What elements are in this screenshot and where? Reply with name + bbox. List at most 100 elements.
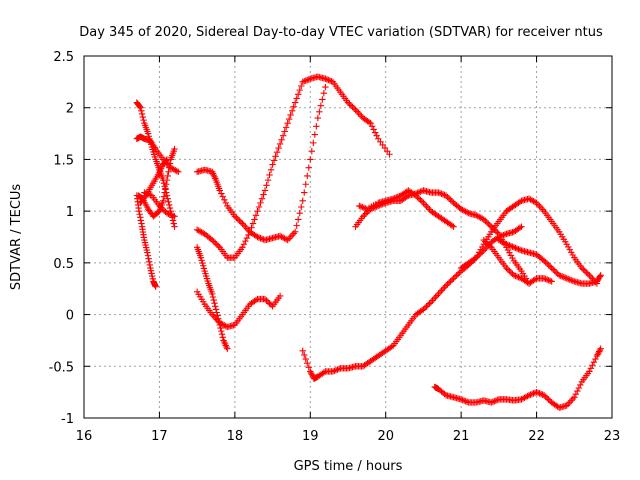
series-s7 bbox=[193, 83, 329, 244]
data-point bbox=[328, 78, 335, 85]
series-s14 bbox=[457, 195, 601, 287]
data-point bbox=[560, 273, 567, 281]
data-point bbox=[353, 108, 361, 115]
data-point bbox=[494, 229, 501, 236]
x-tick-label: 21 bbox=[453, 429, 470, 444]
data-point bbox=[135, 207, 143, 215]
data-point bbox=[367, 120, 374, 127]
data-point bbox=[293, 222, 300, 229]
x-tick-labels: 16 17 18 19 20 21 22 23 bbox=[76, 429, 621, 444]
data-point bbox=[282, 124, 290, 131]
data-point bbox=[301, 78, 308, 85]
data-point bbox=[356, 111, 364, 118]
data-point bbox=[322, 83, 329, 91]
x-tick-label: 17 bbox=[151, 429, 168, 444]
data-point bbox=[236, 217, 243, 224]
data-point bbox=[563, 241, 570, 248]
data-point bbox=[480, 236, 487, 244]
data-point bbox=[307, 156, 314, 163]
data-point bbox=[524, 392, 531, 400]
data-point bbox=[149, 275, 156, 282]
data-point bbox=[542, 259, 549, 266]
data-point bbox=[420, 199, 427, 207]
data-point bbox=[267, 301, 275, 309]
series-s8 bbox=[193, 73, 393, 261]
data-point bbox=[207, 235, 214, 243]
data-point bbox=[347, 102, 355, 109]
data-point bbox=[160, 193, 168, 200]
data-point bbox=[368, 123, 376, 130]
data-point bbox=[165, 168, 172, 176]
data-point bbox=[503, 264, 510, 272]
data-point bbox=[140, 116, 147, 124]
data-point bbox=[580, 266, 587, 273]
data-point bbox=[540, 275, 548, 282]
data-point bbox=[213, 309, 220, 316]
data-point bbox=[243, 225, 251, 232]
data-point bbox=[355, 109, 362, 117]
data-point bbox=[242, 237, 249, 245]
data-point bbox=[453, 272, 460, 279]
data-point bbox=[270, 157, 278, 164]
data-point bbox=[510, 244, 518, 251]
data-point bbox=[509, 254, 516, 262]
data-point bbox=[527, 391, 534, 398]
data-point bbox=[166, 160, 174, 167]
data-point bbox=[473, 254, 480, 261]
data-point bbox=[298, 82, 305, 90]
data-point bbox=[587, 365, 595, 372]
data-point bbox=[568, 277, 575, 284]
data-point bbox=[507, 242, 515, 250]
data-point bbox=[433, 292, 441, 299]
data-point bbox=[439, 191, 447, 198]
data-point bbox=[566, 399, 573, 406]
data-point bbox=[486, 222, 494, 229]
data-point bbox=[293, 95, 300, 102]
data-point bbox=[284, 120, 291, 127]
data-point bbox=[166, 201, 173, 209]
data-point bbox=[359, 204, 366, 211]
data-point bbox=[498, 232, 506, 239]
data-point bbox=[320, 369, 328, 376]
data-point bbox=[438, 190, 445, 197]
data-point bbox=[500, 231, 507, 239]
data-point bbox=[584, 270, 592, 278]
data-point bbox=[421, 201, 429, 208]
data-point bbox=[356, 202, 363, 210]
data-point bbox=[307, 368, 314, 375]
data-point bbox=[444, 193, 451, 201]
data-point bbox=[436, 189, 444, 197]
data-point bbox=[460, 397, 468, 404]
data-point bbox=[163, 181, 170, 188]
data-point bbox=[249, 220, 257, 227]
data-point bbox=[474, 251, 481, 259]
data-point bbox=[292, 228, 299, 236]
data-point bbox=[211, 299, 218, 307]
data-point bbox=[326, 77, 334, 84]
data-point bbox=[482, 217, 489, 225]
data-point bbox=[516, 246, 524, 254]
data-point bbox=[144, 190, 151, 197]
data-point bbox=[171, 223, 178, 230]
data-point bbox=[492, 227, 500, 235]
data-point bbox=[258, 235, 266, 243]
data-point bbox=[302, 355, 309, 363]
data-point bbox=[562, 274, 569, 281]
grid-lines bbox=[84, 56, 612, 418]
data-point bbox=[320, 90, 328, 97]
axis-ticks bbox=[83, 55, 613, 419]
data-point bbox=[436, 289, 444, 296]
data-point bbox=[515, 246, 522, 253]
data-point bbox=[267, 166, 275, 173]
data-point bbox=[593, 352, 601, 360]
data-point bbox=[136, 211, 143, 218]
series-s9 bbox=[193, 244, 231, 352]
data-point bbox=[304, 172, 311, 180]
data-point bbox=[566, 276, 573, 283]
data-point bbox=[477, 246, 484, 253]
data-point bbox=[589, 362, 596, 369]
data-point bbox=[254, 207, 261, 215]
y-tick-label: 0 bbox=[66, 309, 74, 324]
data-point bbox=[263, 182, 270, 189]
data-point bbox=[305, 364, 312, 371]
